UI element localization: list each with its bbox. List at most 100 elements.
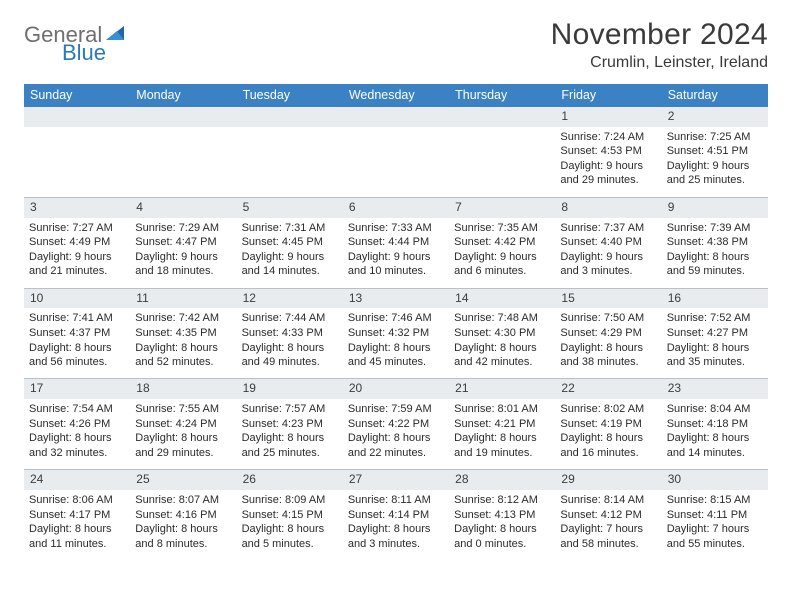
sunset-line: Sunset: 4:27 PM <box>667 326 763 341</box>
sunset-line: Sunset: 4:30 PM <box>454 326 550 341</box>
day-cell: Sunrise: 7:24 AMSunset: 4:53 PMDaylight:… <box>555 127 661 197</box>
sunset-line: Sunset: 4:13 PM <box>454 508 550 523</box>
sunrise-line: Sunrise: 7:59 AM <box>348 402 444 417</box>
day-cell-empty <box>449 127 555 197</box>
day-cell: Sunrise: 7:27 AMSunset: 4:49 PMDaylight:… <box>24 218 130 288</box>
week-row: Sunrise: 7:27 AMSunset: 4:49 PMDaylight:… <box>24 218 768 288</box>
day-number <box>343 107 449 127</box>
day-cell: Sunrise: 7:46 AMSunset: 4:32 PMDaylight:… <box>343 308 449 378</box>
sunset-line: Sunset: 4:38 PM <box>667 235 763 250</box>
day-cell: Sunrise: 7:54 AMSunset: 4:26 PMDaylight:… <box>24 399 130 469</box>
sunrise-line: Sunrise: 7:37 AM <box>560 221 656 236</box>
daylight-line: Daylight: 8 hours and 19 minutes. <box>454 431 550 460</box>
header: GeneralBlue November 2024 Crumlin, Leins… <box>24 18 768 72</box>
weekday-header: Sunday Monday Tuesday Wednesday Thursday… <box>24 84 768 107</box>
day-cell: Sunrise: 7:42 AMSunset: 4:35 PMDaylight:… <box>130 308 236 378</box>
sunset-line: Sunset: 4:26 PM <box>29 417 125 432</box>
sunset-line: Sunset: 4:40 PM <box>560 235 656 250</box>
sunset-line: Sunset: 4:37 PM <box>29 326 125 341</box>
title-block: November 2024 Crumlin, Leinster, Ireland <box>551 18 768 72</box>
sunset-line: Sunset: 4:11 PM <box>667 508 763 523</box>
daylight-line: Daylight: 8 hours and 42 minutes. <box>454 341 550 370</box>
daylight-line: Daylight: 8 hours and 45 minutes. <box>348 341 444 370</box>
weekday-thursday: Thursday <box>449 84 555 107</box>
day-cell-empty <box>343 127 449 197</box>
day-cell: Sunrise: 7:25 AMSunset: 4:51 PMDaylight:… <box>662 127 768 197</box>
weekday-sunday: Sunday <box>24 84 130 107</box>
sunrise-line: Sunrise: 8:14 AM <box>560 493 656 508</box>
week-row: Sunrise: 8:06 AMSunset: 4:17 PMDaylight:… <box>24 490 768 560</box>
day-cell-empty <box>237 127 343 197</box>
day-cell: Sunrise: 7:31 AMSunset: 4:45 PMDaylight:… <box>237 218 343 288</box>
sunset-line: Sunset: 4:14 PM <box>348 508 444 523</box>
sunset-line: Sunset: 4:45 PM <box>242 235 338 250</box>
sunset-line: Sunset: 4:47 PM <box>135 235 231 250</box>
day-cell-empty <box>130 127 236 197</box>
sunset-line: Sunset: 4:44 PM <box>348 235 444 250</box>
sunset-line: Sunset: 4:12 PM <box>560 508 656 523</box>
daylight-line: Daylight: 8 hours and 16 minutes. <box>560 431 656 460</box>
sunrise-line: Sunrise: 7:41 AM <box>29 311 125 326</box>
sunset-line: Sunset: 4:23 PM <box>242 417 338 432</box>
day-cell: Sunrise: 8:11 AMSunset: 4:14 PMDaylight:… <box>343 490 449 560</box>
daylight-line: Daylight: 9 hours and 3 minutes. <box>560 250 656 279</box>
daylight-line: Daylight: 8 hours and 49 minutes. <box>242 341 338 370</box>
day-number: 2 <box>662 107 768 127</box>
day-cell: Sunrise: 8:06 AMSunset: 4:17 PMDaylight:… <box>24 490 130 560</box>
day-number <box>130 107 236 127</box>
day-cell-empty <box>24 127 130 197</box>
sunset-line: Sunset: 4:24 PM <box>135 417 231 432</box>
daylight-line: Daylight: 8 hours and 11 minutes. <box>29 522 125 551</box>
sunrise-line: Sunrise: 8:07 AM <box>135 493 231 508</box>
logo-text-blue: Blue <box>24 42 126 64</box>
logo: GeneralBlue <box>24 24 126 64</box>
day-cell: Sunrise: 7:41 AMSunset: 4:37 PMDaylight:… <box>24 308 130 378</box>
week-daynum-row: 24252627282930 <box>24 469 768 490</box>
week-daynum-row: 17181920212223 <box>24 378 768 399</box>
daylight-line: Daylight: 7 hours and 55 minutes. <box>667 522 763 551</box>
day-number: 8 <box>555 197 661 218</box>
weekday-wednesday: Wednesday <box>343 84 449 107</box>
daylight-line: Daylight: 9 hours and 6 minutes. <box>454 250 550 279</box>
daylight-line: Daylight: 9 hours and 18 minutes. <box>135 250 231 279</box>
sunrise-line: Sunrise: 7:46 AM <box>348 311 444 326</box>
sunset-line: Sunset: 4:42 PM <box>454 235 550 250</box>
day-cell: Sunrise: 7:44 AMSunset: 4:33 PMDaylight:… <box>237 308 343 378</box>
sunset-line: Sunset: 4:19 PM <box>560 417 656 432</box>
daylight-line: Daylight: 8 hours and 38 minutes. <box>560 341 656 370</box>
daylight-line: Daylight: 8 hours and 0 minutes. <box>454 522 550 551</box>
sunrise-line: Sunrise: 7:24 AM <box>560 130 656 145</box>
week-row: Sunrise: 7:24 AMSunset: 4:53 PMDaylight:… <box>24 127 768 197</box>
day-number: 1 <box>555 107 661 127</box>
sunset-line: Sunset: 4:35 PM <box>135 326 231 341</box>
week-daynum-row: 10111213141516 <box>24 288 768 309</box>
week-daynum-row: 12 <box>24 107 768 127</box>
sunset-line: Sunset: 4:29 PM <box>560 326 656 341</box>
day-cell: Sunrise: 8:14 AMSunset: 4:12 PMDaylight:… <box>555 490 661 560</box>
sunset-line: Sunset: 4:18 PM <box>667 417 763 432</box>
day-number: 27 <box>343 469 449 490</box>
day-cell: Sunrise: 8:04 AMSunset: 4:18 PMDaylight:… <box>662 399 768 469</box>
daylight-line: Daylight: 9 hours and 10 minutes. <box>348 250 444 279</box>
day-number: 15 <box>555 288 661 309</box>
daylight-line: Daylight: 8 hours and 56 minutes. <box>29 341 125 370</box>
daylight-line: Daylight: 9 hours and 14 minutes. <box>242 250 338 279</box>
sunset-line: Sunset: 4:16 PM <box>135 508 231 523</box>
daylight-line: Daylight: 8 hours and 52 minutes. <box>135 341 231 370</box>
daylight-line: Daylight: 7 hours and 58 minutes. <box>560 522 656 551</box>
sunrise-line: Sunrise: 7:57 AM <box>242 402 338 417</box>
sunset-line: Sunset: 4:33 PM <box>242 326 338 341</box>
sunrise-line: Sunrise: 7:50 AM <box>560 311 656 326</box>
day-number: 26 <box>237 469 343 490</box>
day-cell: Sunrise: 7:55 AMSunset: 4:24 PMDaylight:… <box>130 399 236 469</box>
location: Crumlin, Leinster, Ireland <box>551 54 768 72</box>
sunset-line: Sunset: 4:53 PM <box>560 144 656 159</box>
day-cell: Sunrise: 7:59 AMSunset: 4:22 PMDaylight:… <box>343 399 449 469</box>
day-number: 4 <box>130 197 236 218</box>
sunset-line: Sunset: 4:51 PM <box>667 144 763 159</box>
day-number: 9 <box>662 197 768 218</box>
day-number: 18 <box>130 378 236 399</box>
sunrise-line: Sunrise: 7:52 AM <box>667 311 763 326</box>
day-number: 5 <box>237 197 343 218</box>
weekday-saturday: Saturday <box>662 84 768 107</box>
